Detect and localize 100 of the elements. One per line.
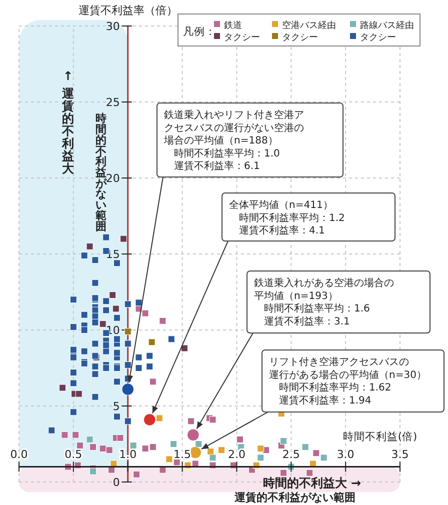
- point: [102, 342, 110, 349]
- point: [142, 310, 149, 317]
- point: [92, 318, 99, 326]
- y-axis-title: 運賃不利益率（倍）: [78, 4, 178, 17]
- point: [130, 442, 137, 450]
- point: [70, 408, 77, 416]
- point: [302, 444, 309, 451]
- annotation: 時間的不利益大 →: [262, 476, 362, 490]
- point: [92, 393, 99, 400]
- point: [102, 364, 110, 372]
- point: [124, 340, 132, 348]
- point: [320, 454, 328, 462]
- point: [159, 317, 166, 324]
- point: [156, 414, 163, 422]
- annotation: 全体平均値（n=411）時間不利益率平均：1.2運賃不利益率：4.1: [229, 199, 345, 237]
- point: [90, 444, 97, 451]
- text: 時間的不利益がない範囲: [96, 112, 106, 233]
- point: [113, 349, 120, 356]
- point: [92, 256, 99, 264]
- point: [180, 344, 188, 352]
- legend-label: タクシー: [282, 33, 318, 43]
- point: [312, 450, 320, 457]
- x-tick-label: 2.5: [282, 448, 300, 461]
- point: [86, 436, 94, 443]
- point: [209, 416, 216, 424]
- point: [209, 462, 216, 469]
- point: [92, 370, 99, 378]
- point: [188, 418, 194, 425]
- point: [124, 361, 132, 368]
- point: [122, 383, 134, 396]
- y-tick-label: 30: [106, 20, 120, 33]
- x-tick-label: 3.0: [336, 448, 354, 461]
- point: [149, 378, 156, 386]
- point: [74, 462, 82, 469]
- x-tick-label: 2.0: [228, 448, 246, 461]
- annotation: 鉄道乗入れがある空港の場合の平均値（n=193）時間不利益率平均：1.6運賃不利益率：3.1: [254, 277, 394, 328]
- point: [113, 336, 120, 343]
- point: [209, 454, 216, 462]
- point: [90, 468, 97, 475]
- x-tick-label: 1.5: [174, 448, 192, 461]
- point: [124, 328, 132, 336]
- point: [184, 462, 192, 469]
- legend-label: タクシー: [360, 33, 396, 43]
- point: [70, 380, 77, 387]
- y-tick-label: 5: [112, 400, 120, 413]
- legend-title: 凡例：: [183, 26, 216, 38]
- point: [218, 446, 225, 454]
- legend-label: 路線バス経由: [360, 20, 414, 31]
- point: [80, 311, 88, 318]
- point: [70, 354, 77, 361]
- point: [280, 437, 288, 444]
- point: [48, 426, 56, 434]
- point: [257, 454, 264, 462]
- point: [70, 369, 77, 376]
- x-tick-label: 0.0: [10, 448, 28, 461]
- point: [252, 462, 260, 469]
- point: [86, 242, 94, 250]
- point: [116, 434, 124, 442]
- point: [168, 336, 175, 343]
- point: [142, 445, 149, 452]
- point: [189, 446, 202, 459]
- point: [113, 413, 120, 420]
- point: [120, 235, 127, 242]
- legend-label: 鉄道: [224, 20, 242, 31]
- point: [80, 252, 88, 260]
- point: [113, 378, 120, 386]
- point: [102, 234, 110, 241]
- point: [187, 428, 200, 442]
- point: [70, 323, 77, 330]
- point: [166, 456, 173, 463]
- point: [80, 348, 88, 355]
- point: [173, 458, 180, 466]
- point: [109, 292, 116, 299]
- point: [59, 384, 66, 392]
- point: [92, 279, 99, 286]
- x-tick-label: 3.5: [391, 448, 409, 461]
- point: [133, 470, 140, 478]
- point: [99, 445, 106, 452]
- annotation: リフト付き空港アクセスバスの運行がある場合の平均値（n=30）時間不利益率平均：1.62運賃不利益率：1.94: [269, 356, 426, 406]
- x-tick-label: 0.5: [64, 448, 82, 461]
- y-tick-label: 25: [106, 96, 120, 109]
- point: [106, 446, 113, 454]
- point: [124, 300, 132, 308]
- point: [75, 390, 82, 398]
- point: [280, 469, 288, 476]
- point: [92, 362, 99, 370]
- point: [112, 305, 120, 312]
- point: [148, 338, 156, 346]
- point: [135, 364, 142, 372]
- point: [72, 431, 80, 438]
- point: [80, 326, 88, 334]
- point: [236, 436, 244, 443]
- point: [143, 414, 156, 426]
- point: [135, 354, 142, 361]
- point: [135, 299, 142, 306]
- point: [170, 440, 178, 448]
- point: [92, 306, 99, 314]
- point: [99, 320, 106, 328]
- point: [61, 431, 68, 438]
- point: [102, 298, 110, 305]
